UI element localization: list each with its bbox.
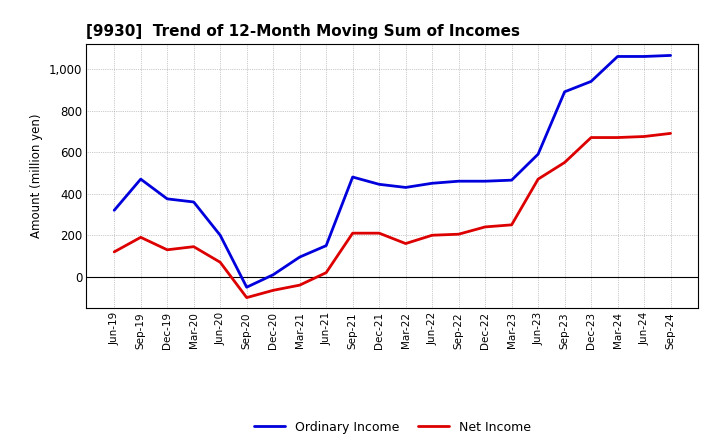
Net Income [375,231,384,236]
Ordinary Income [110,208,119,213]
Net Income [640,134,649,139]
Net Income [666,131,675,136]
Net Income [534,176,542,182]
Ordinary Income [189,199,198,205]
Ordinary Income [216,233,225,238]
Net Income [454,231,463,237]
Ordinary Income [401,185,410,190]
Ordinary Income [640,54,649,59]
Ordinary Income [295,254,304,260]
Legend: Ordinary Income, Net Income: Ordinary Income, Net Income [248,416,536,439]
Net Income [348,231,357,236]
Net Income [189,244,198,249]
Net Income [295,282,304,288]
Ordinary Income [428,181,436,186]
Net Income [508,222,516,227]
Line: Net Income: Net Income [114,133,670,297]
Ordinary Income [666,53,675,58]
Net Income [110,249,119,254]
Text: [9930]  Trend of 12-Month Moving Sum of Incomes: [9930] Trend of 12-Month Moving Sum of I… [86,24,521,39]
Y-axis label: Amount (million yen): Amount (million yen) [30,114,43,238]
Ordinary Income [587,79,595,84]
Net Income [269,288,277,293]
Ordinary Income [613,54,622,59]
Ordinary Income [348,174,357,180]
Ordinary Income [136,176,145,182]
Ordinary Income [454,179,463,184]
Ordinary Income [322,243,330,248]
Ordinary Income [375,182,384,187]
Net Income [401,241,410,246]
Ordinary Income [269,272,277,277]
Net Income [560,160,569,165]
Ordinary Income [534,151,542,157]
Net Income [613,135,622,140]
Net Income [216,260,225,265]
Ordinary Income [163,196,171,202]
Net Income [136,235,145,240]
Net Income [322,270,330,275]
Ordinary Income [560,89,569,95]
Ordinary Income [243,285,251,290]
Net Income [428,233,436,238]
Ordinary Income [508,177,516,183]
Net Income [243,295,251,300]
Ordinary Income [481,179,490,184]
Net Income [481,224,490,230]
Net Income [587,135,595,140]
Net Income [163,247,171,253]
Line: Ordinary Income: Ordinary Income [114,55,670,287]
